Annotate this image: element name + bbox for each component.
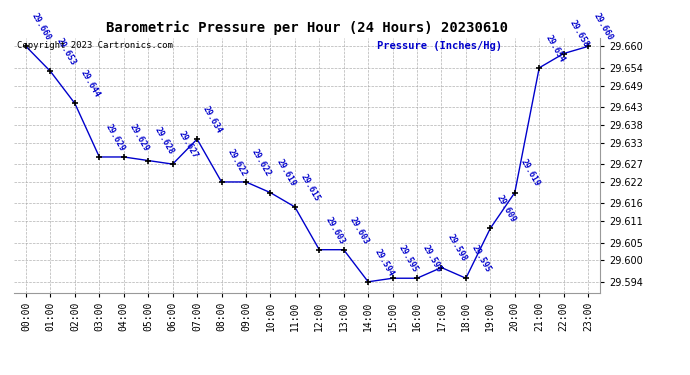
Text: 29.653: 29.653 bbox=[55, 37, 77, 67]
Text: 29.660: 29.660 bbox=[592, 12, 615, 42]
Text: 29.629: 29.629 bbox=[128, 122, 150, 153]
Text: 29.594: 29.594 bbox=[373, 247, 395, 278]
Text: 29.629: 29.629 bbox=[104, 122, 126, 153]
Text: Copyright 2023 Cartronics.com: Copyright 2023 Cartronics.com bbox=[17, 41, 172, 50]
Text: 29.658: 29.658 bbox=[568, 19, 591, 50]
Text: 29.609: 29.609 bbox=[495, 194, 518, 224]
Text: 29.619: 29.619 bbox=[519, 158, 542, 189]
Text: 29.622: 29.622 bbox=[226, 147, 248, 178]
Text: Pressure (Inches/Hg): Pressure (Inches/Hg) bbox=[377, 41, 502, 51]
Text: 29.619: 29.619 bbox=[275, 158, 297, 189]
Text: 29.615: 29.615 bbox=[299, 172, 322, 203]
Text: 29.603: 29.603 bbox=[324, 215, 346, 246]
Text: 29.622: 29.622 bbox=[250, 147, 273, 178]
Text: 29.627: 29.627 bbox=[177, 129, 199, 160]
Text: 29.598: 29.598 bbox=[446, 233, 469, 263]
Text: 29.595: 29.595 bbox=[470, 244, 493, 274]
Text: 29.634: 29.634 bbox=[201, 105, 224, 135]
Text: 29.603: 29.603 bbox=[348, 215, 371, 246]
Text: 29.654: 29.654 bbox=[543, 33, 566, 64]
Text: 29.628: 29.628 bbox=[152, 126, 175, 156]
Text: 29.660: 29.660 bbox=[30, 12, 53, 42]
Text: 29.644: 29.644 bbox=[79, 69, 102, 99]
Text: 29.595: 29.595 bbox=[421, 244, 444, 274]
Text: 29.595: 29.595 bbox=[397, 244, 420, 274]
Title: Barometric Pressure per Hour (24 Hours) 20230610: Barometric Pressure per Hour (24 Hours) … bbox=[106, 21, 508, 35]
